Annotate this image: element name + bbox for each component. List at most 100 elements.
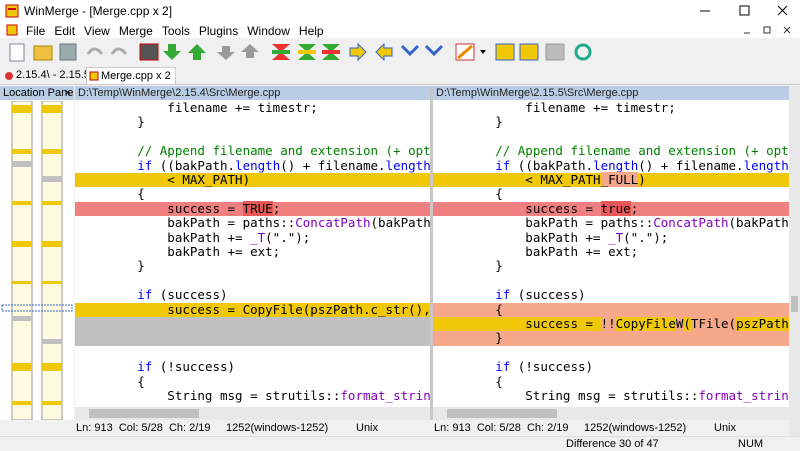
code-token: () + filename. [280, 158, 385, 173]
code-token: // Append filename and extension (+ opti… [77, 143, 430, 158]
code-token: success = [435, 201, 601, 216]
code-token: { [435, 186, 503, 201]
code-token: (!success) [152, 359, 235, 374]
code-line: String msg = strutils::format_string1 [433, 389, 789, 403]
code-token: TRUE [243, 201, 273, 216]
editor-pane: filename += timestr; } // Append filenam… [75, 100, 430, 407]
code-token: ((bakPath. [510, 158, 593, 173]
code-token: String msg = strutils:: [435, 388, 698, 403]
code-token: bakPath = paths:: [77, 215, 295, 230]
code-line: } [75, 259, 430, 273]
code-line: if ((bakPath.length() + filename.length(… [75, 159, 430, 173]
code-token: bakPath += [77, 230, 250, 245]
code-token: pszPath [736, 316, 789, 331]
code-line [75, 346, 430, 360]
code-line: { [75, 375, 430, 389]
code-line: filename += timestr; [433, 101, 789, 115]
code-token: } [435, 330, 503, 345]
menu-item[interactable]: Plugins [199, 24, 238, 38]
toolbar-buttons[interactable] [10, 44, 590, 61]
code-line: String msg = strutils::format_string1 [75, 389, 430, 403]
code-line [433, 274, 789, 288]
code-token: ) [638, 172, 646, 187]
code-token: filename += timestr; [77, 100, 318, 115]
code-token: } [77, 114, 145, 129]
code-line: if ((bakPath.length() + filename.length(… [433, 159, 789, 173]
code-token: bakPath += ext; [77, 244, 280, 259]
code-line: bakPath += ext; [433, 245, 789, 259]
code-line: // Append filename and extension (+ opti… [75, 144, 430, 158]
code-line [75, 274, 430, 288]
code-line: bakPath = paths::ConcatPath(bakPath, fil… [433, 216, 789, 230]
menu-item[interactable]: Edit [54, 24, 75, 38]
tab-bar: 2.15.4\ - 2.15.5\ Merge.cpp x 2 [0, 66, 800, 85]
status-bar: Difference 30 of 47 NUM [0, 436, 800, 451]
tab[interactable]: 2.15.4\ - 2.15.5\ [2, 68, 97, 83]
num-lock-status: NUM [738, 438, 763, 450]
code-token: success = CopyFile(pszPath.c_str(), bakP… [77, 302, 430, 317]
code-token: length [386, 158, 430, 173]
code-token: if [77, 359, 152, 374]
pane-status: Unix [356, 421, 378, 436]
code-line: { [433, 187, 789, 201]
code-token: _T [250, 230, 265, 245]
code-token: String msg = strutils:: [77, 388, 340, 403]
code-token: bakPath = paths:: [435, 215, 653, 230]
code-token: if [435, 158, 510, 173]
location-map [0, 101, 74, 420]
code-token: length [593, 158, 638, 173]
code-token: if [77, 158, 152, 173]
horizontal-scrollbar[interactable] [433, 407, 789, 420]
code-token: { [435, 302, 503, 317]
close-button[interactable]: × [65, 86, 71, 100]
pane-status: Ln: 913 Col: 5/28 Ch: 2/19 [76, 421, 211, 436]
code-token: ( [683, 316, 691, 331]
code-token: length [744, 158, 789, 173]
code-token: !! [601, 316, 616, 331]
menu-item[interactable]: Tools [162, 24, 190, 38]
menu-item[interactable]: Window [247, 24, 290, 38]
code-token: format_string1 [698, 388, 789, 403]
code-token: { [77, 374, 145, 389]
code-line: bakPath = paths::ConcatPath(bakPath, fil… [75, 216, 430, 230]
window-controls[interactable] [690, 0, 800, 22]
code-token: ConcatPath [295, 215, 370, 230]
pane-status: Ln: 913 Col: 5/28 Ch: 2/19 [434, 421, 569, 436]
code-token: // Append filename and extension (+ opti… [435, 143, 789, 158]
editor-pane: filename += timestr; } // Append filenam… [433, 100, 789, 407]
code-token: ("."); [623, 230, 668, 245]
code-line [75, 331, 430, 345]
code-line: if (success) [75, 288, 430, 302]
code-line: success = true; [433, 202, 789, 216]
mdi-controls[interactable] [740, 24, 796, 36]
pane-path: D:\Temp\WinMerge\2.15.4\Src\Merge.cpp [75, 86, 430, 100]
menu-item[interactable]: File [26, 24, 45, 38]
code-line: success = CopyFile(pszPath.c_str(), bakP… [75, 303, 430, 317]
tab-label: Merge.cpp x 2 [101, 70, 171, 82]
tab[interactable]: Merge.cpp x 2 [86, 67, 176, 84]
code-line [433, 346, 789, 360]
code-token: success = [435, 316, 601, 331]
code-token: ("."); [265, 230, 310, 245]
code-line: } [433, 331, 789, 345]
code-line [433, 130, 789, 144]
code-line: bakPath += ext; [75, 245, 430, 259]
menu-item[interactable]: View [84, 24, 110, 38]
code-token: CopyFile [616, 316, 676, 331]
code-token: _FULL [601, 172, 639, 187]
code-line: < MAX_PATH_FULL) [433, 173, 789, 187]
code-token: _T [608, 230, 623, 245]
difference-status: Difference 30 of 47 [566, 438, 659, 450]
menu-item[interactable]: Merge [119, 24, 153, 38]
tab-icon [89, 71, 99, 81]
vertical-scrollbar[interactable] [789, 86, 800, 436]
code-token: if [435, 359, 510, 374]
code-line: success = TRUE; [75, 202, 430, 216]
menu-item[interactable]: Help [299, 24, 324, 38]
location-pane-header: Location Pane× [0, 86, 74, 100]
code-line: bakPath += _T("."); [75, 231, 430, 245]
code-line: if (!success) [433, 360, 789, 374]
code-token: < MAX_PATH) [77, 172, 250, 187]
horizontal-scrollbar[interactable] [75, 407, 430, 420]
code-line: { [433, 375, 789, 389]
